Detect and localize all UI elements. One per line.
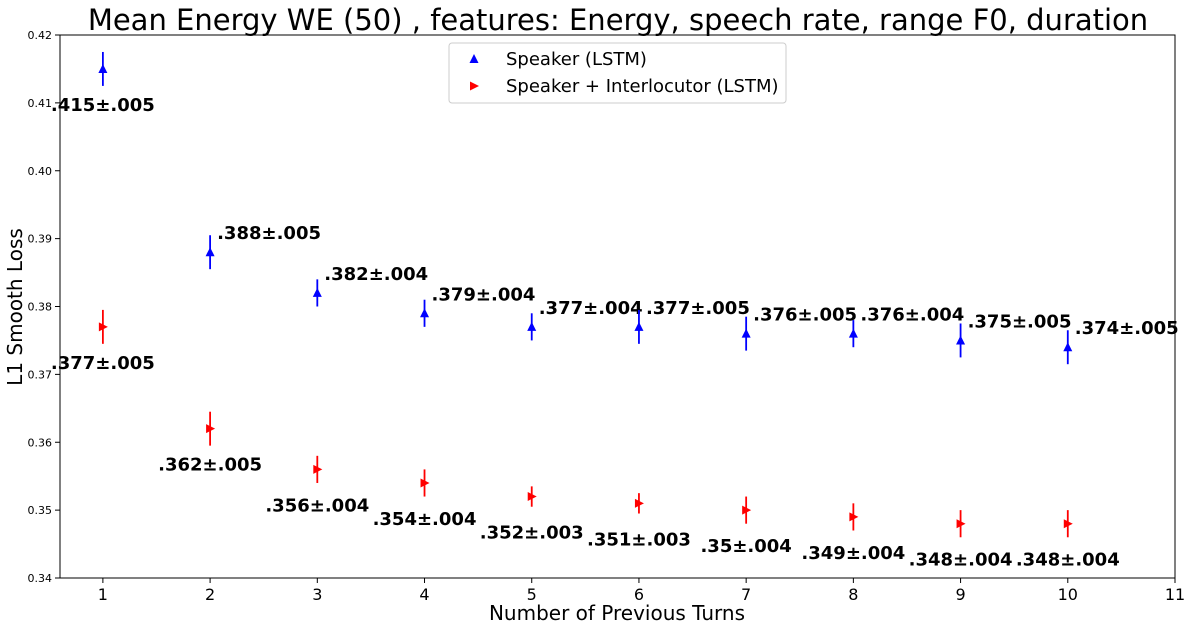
data-label: .348±.004 [1016, 550, 1120, 571]
data-point [98, 63, 108, 73]
data-point [420, 478, 430, 488]
data-point [206, 424, 216, 434]
data-label: .377±.005 [646, 298, 750, 319]
data-point [742, 505, 752, 515]
legend-entry-1: Speaker (LSTM) [469, 49, 647, 70]
series-2: .377±.005 .362±.005.356±.004.354±.004.352… [51, 309, 1120, 571]
data-point [849, 512, 859, 522]
data-label: .377±.005 [51, 353, 155, 374]
data-point [848, 328, 858, 338]
x-tick-label: 6 [634, 585, 644, 604]
y-tick-label: 0.38 [28, 301, 53, 314]
y-tick-label: 0.41 [28, 97, 53, 110]
data-point [956, 519, 966, 529]
data-label: .374±.005 [1075, 318, 1179, 339]
data-point [527, 321, 537, 331]
data-point [527, 492, 537, 502]
data-label: .376±.004 [860, 305, 964, 326]
data-label: .382±.004 [324, 264, 428, 285]
y-tick-label: 0.35 [28, 504, 53, 517]
data-label: .379±.004 [432, 284, 536, 305]
data-label: .388±.005 [217, 223, 321, 244]
data-point [312, 287, 322, 297]
y-tick-label: 0.34 [28, 572, 53, 585]
x-axis-label: Number of Previous Turns [489, 601, 745, 625]
legend-label: Speaker (LSTM) [506, 49, 647, 70]
x-tick-label: 11 [1165, 585, 1185, 604]
y-tick-label: 0.39 [28, 233, 53, 246]
data-point [1063, 342, 1073, 352]
data-label: .354±.004 [373, 509, 477, 530]
x-tick-label: 1 [98, 585, 108, 604]
x-tick-label: 5 [527, 585, 537, 604]
data-label: .351±.003 [587, 529, 691, 550]
data-label: .415±.005 [51, 95, 155, 116]
x-tick-label: 8 [848, 585, 858, 604]
x-tick-label: 7 [741, 585, 751, 604]
legend-marker [469, 54, 479, 63]
legend-label: Speaker + Interlocutor (LSTM) [506, 76, 779, 97]
data-point [741, 328, 751, 338]
y-axis-label: L1 Smooth Loss [3, 228, 27, 386]
data-point [205, 247, 215, 257]
data-point [313, 464, 323, 474]
data-label: .376±.005 [753, 305, 857, 326]
x-tick-label: 9 [955, 585, 965, 604]
data-label: .352±.003 [480, 523, 584, 544]
y-tick-label: 0.37 [28, 368, 53, 381]
data-label: .348±.004 [909, 550, 1013, 571]
data-point [98, 322, 108, 332]
data-point [1063, 519, 1073, 529]
data-point [634, 321, 644, 331]
y-tick-label: 0.36 [28, 436, 53, 449]
chart-title: Mean Energy WE (50) , features: Energy, … [88, 3, 1148, 37]
legend-box [448, 42, 787, 104]
y-tick-label: 0.42 [28, 29, 53, 42]
x-tick-label: 4 [419, 585, 429, 604]
data-label: .375±.005 [968, 311, 1072, 332]
x-tick-label: 2 [205, 585, 215, 604]
data-point [956, 335, 966, 345]
data-label: .356±.004 [265, 495, 369, 516]
data-point [420, 308, 430, 318]
x-tick-label: 10 [1058, 585, 1078, 604]
data-label: .349±.004 [801, 543, 905, 564]
series-1: .415±.005.388±.005.382±.004.379±.004.377… [51, 51, 1179, 365]
data-point [634, 498, 644, 508]
legend-marker [470, 81, 479, 91]
data-label: .362±.005 [158, 455, 262, 476]
legend-entry-2: Speaker + Interlocutor (LSTM) [470, 76, 779, 97]
x-tick-label: 3 [312, 585, 322, 604]
data-label: .35±.004 [700, 536, 791, 557]
data-label: .377±.004 [539, 298, 643, 319]
legend: Speaker (LSTM) Speaker + Interlocutor (LS… [448, 42, 787, 104]
plot-area: 1 2 3 4 5 6 7 8 9 10 11 0.34 0.35 0.36 0.37 0.38 0.39 0.4… [28, 29, 1186, 604]
y-tick-label: 0.40 [28, 165, 53, 178]
